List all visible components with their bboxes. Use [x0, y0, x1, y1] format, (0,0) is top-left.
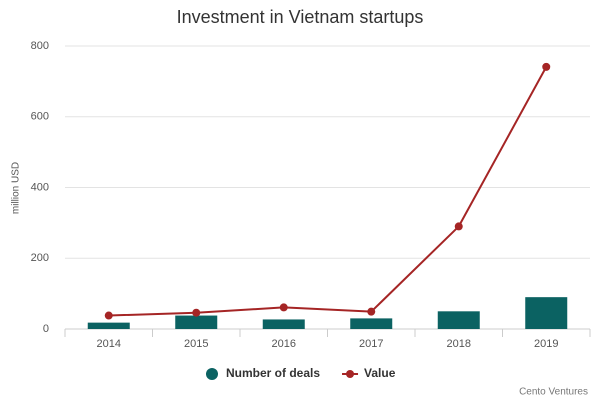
- x-tick-label: 2018: [447, 338, 471, 350]
- y-tick-label: 600: [31, 111, 49, 123]
- point: [454, 222, 463, 231]
- y-axis-label: million USD: [11, 162, 22, 214]
- point: [279, 303, 288, 312]
- point: [192, 308, 201, 317]
- legend-marker: [206, 368, 218, 380]
- source: Cento Ventures: [519, 387, 588, 398]
- x-tick-label: 2016: [272, 338, 296, 350]
- x-tick-label: 2015: [184, 338, 208, 350]
- legend-marker: [346, 370, 355, 378]
- bar: [350, 318, 393, 329]
- bar: [437, 311, 480, 329]
- legend-label: Number of deals: [226, 366, 320, 380]
- point: [542, 62, 551, 71]
- point: [367, 307, 376, 316]
- chart-title: Investment in Vietnam startups: [177, 7, 424, 27]
- x-tick-label: 2019: [534, 338, 558, 350]
- bar: [175, 315, 218, 329]
- y-tick-label: 400: [31, 181, 49, 193]
- x-tick-label: 2017: [359, 338, 383, 350]
- bar: [525, 297, 568, 329]
- y-tick-label: 200: [31, 252, 49, 264]
- bar: [87, 322, 130, 329]
- y-tick-label: 800: [31, 40, 49, 52]
- x-tick-label: 2014: [97, 338, 121, 350]
- point: [104, 311, 113, 320]
- legend-label: Value: [364, 366, 396, 380]
- bar: [262, 319, 305, 329]
- line: [108, 66, 548, 317]
- y-tick-label: 0: [43, 323, 49, 335]
